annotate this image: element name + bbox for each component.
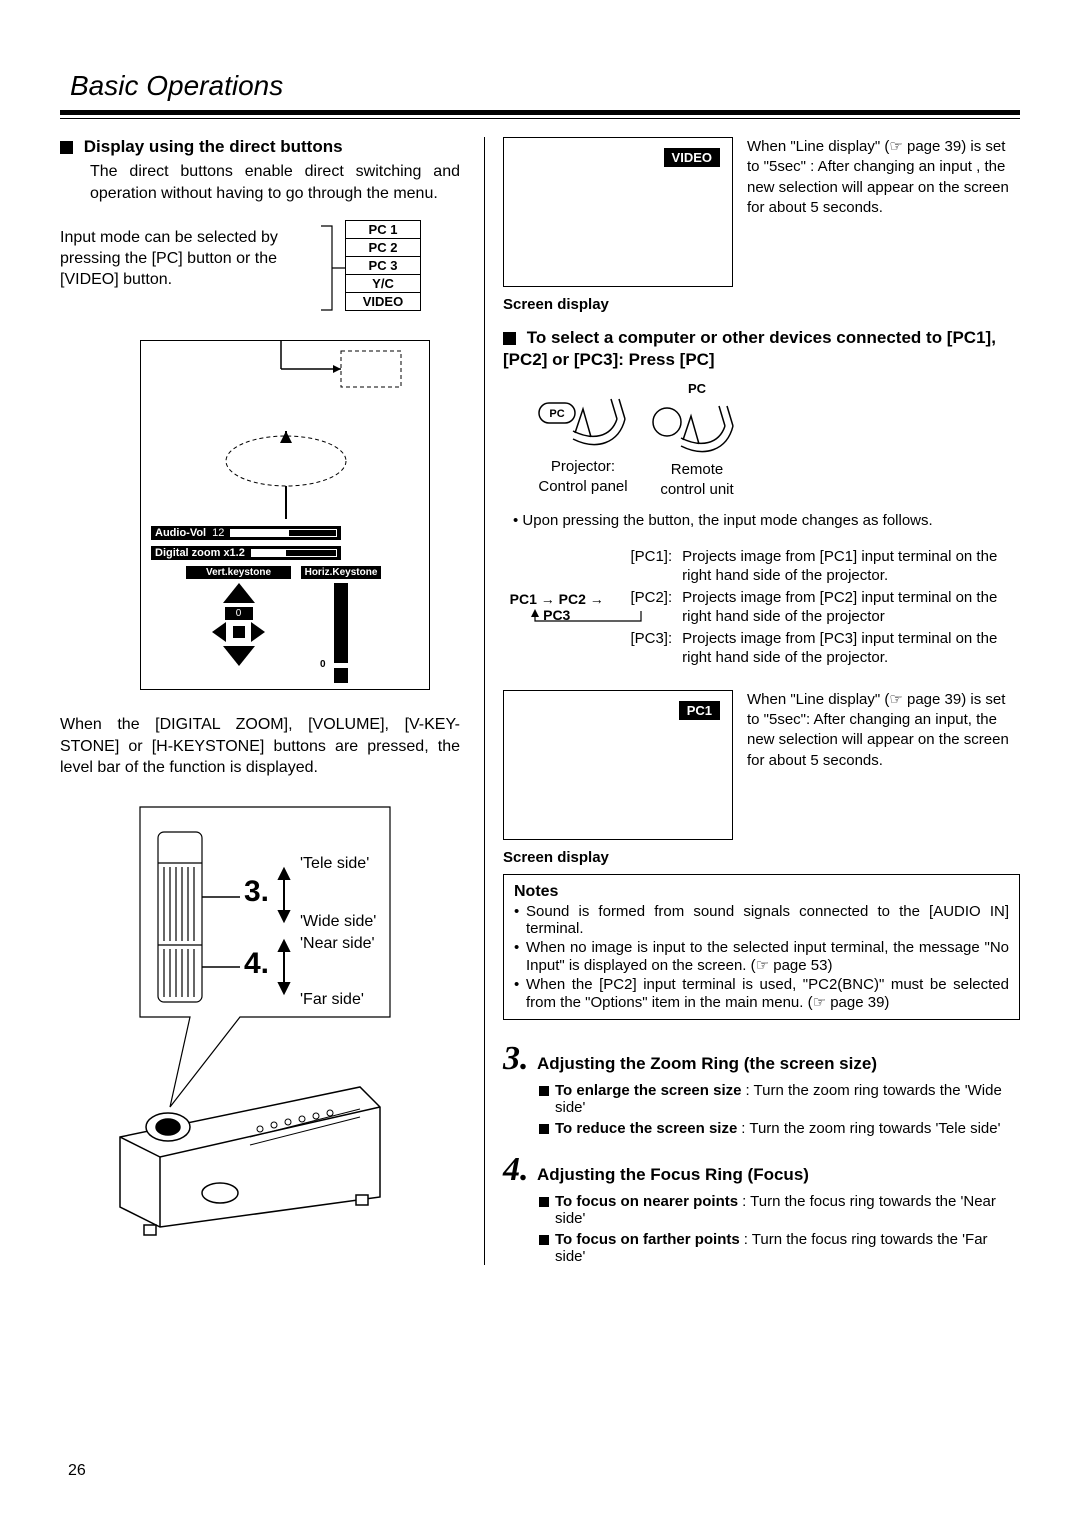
horiz-keystone-block: Horiz.Keystone 0 xyxy=(301,566,381,687)
dzoom-label: Digital zoom x1.2 xyxy=(155,547,245,559)
arrow-down-icon xyxy=(223,646,255,666)
notes-heading: Notes xyxy=(514,883,1009,901)
horiz-slider: 0 xyxy=(334,583,348,683)
step4-b2-lead: To focus on farther points xyxy=(555,1231,740,1248)
note-item: When no image is input to the selected i… xyxy=(514,939,1009,974)
table-row: [PC2]:Projects image from [PC2] input te… xyxy=(626,588,1018,627)
stop-square-icon xyxy=(233,626,245,638)
menu-item: PC 3 xyxy=(346,257,420,275)
vertk-label: Vert.keystone xyxy=(186,566,291,579)
lens-svg xyxy=(60,797,460,1237)
bullet-square-icon xyxy=(539,1197,549,1207)
menu-item: PC 2 xyxy=(346,239,420,257)
svg-text:PC: PC xyxy=(549,408,564,420)
digital-zoom-readout: Digital zoom x1.2 xyxy=(151,546,341,560)
step4-b1-lead: To focus on nearer points xyxy=(555,1193,738,1210)
audio-vol-value: 12 xyxy=(212,527,224,539)
vertk-zero: 0 xyxy=(225,607,253,620)
select-heading-text: To select a computer or other devices co… xyxy=(503,328,996,369)
bullet-square-icon xyxy=(60,141,73,154)
step4-title: Adjusting the Focus Ring (Focus) xyxy=(537,1165,809,1184)
menu-item: VIDEO xyxy=(346,293,420,310)
bracket-line xyxy=(320,220,350,320)
sequence-return-arrow xyxy=(503,609,663,633)
direct-buttons-heading: Display using the direct buttons xyxy=(60,137,460,157)
top-note-text: When "Line display" (☞ page 39) is set t… xyxy=(747,137,1020,218)
lens-wide: 'Wide side' xyxy=(300,913,376,931)
lens-near: 'Near side' xyxy=(300,935,375,953)
pc-button-diagrams: PC Projector: Control panel PC xyxy=(533,381,1020,501)
video-badge: VIDEO xyxy=(664,148,720,167)
step3-b2-rest: : Turn the zoom ring towards 'Tele side' xyxy=(741,1120,1000,1137)
note-item: When the [PC2] input terminal is used, "… xyxy=(514,976,1009,1011)
lens-far: 'Far side' xyxy=(300,991,364,1009)
step3-b1-lead: To enlarge the screen size xyxy=(555,1082,741,1099)
input-menu: PC 1 PC 2 PC 3 Y/C VIDEO xyxy=(345,220,421,311)
arrow-right-icon xyxy=(251,622,265,642)
bullet-square-icon xyxy=(539,1086,549,1096)
right-column: VIDEO Screen display When "Line display"… xyxy=(484,137,1020,1265)
screen-display-label2: Screen display xyxy=(503,849,733,866)
bottom-screen-row: PC1 Screen display When "Line display" (… xyxy=(503,690,1020,866)
pc-description-table: [PC1]:Projects image from [PC1] input te… xyxy=(624,545,1020,670)
arrow-left-icon xyxy=(212,622,226,642)
bullet-square-icon xyxy=(539,1235,549,1245)
step4-num: 4. xyxy=(503,1151,529,1189)
projector-label1: Projector: xyxy=(533,457,633,477)
bullet-square-icon xyxy=(503,332,516,345)
screen-display-video: VIDEO xyxy=(503,137,733,287)
projector-pc-button-icon: PC xyxy=(533,381,633,457)
step3-title: Adjusting the Zoom Ring (the screen size… xyxy=(537,1054,877,1073)
lens-tele: 'Tele side' xyxy=(300,855,369,873)
horizk-zero: 0 xyxy=(320,659,326,670)
menu-item: PC 1 xyxy=(346,221,420,239)
step-4: 4. Adjusting the Focus Ring (Focus) To f… xyxy=(503,1151,1020,1265)
lens-step4-num: 4. xyxy=(244,947,269,981)
screen-display-label: Screen display xyxy=(503,296,733,313)
bullet-square-icon xyxy=(539,1124,549,1134)
arrow-row xyxy=(186,622,291,642)
menu-item: Y/C xyxy=(346,275,420,293)
step-3: 3. Adjusting the Zoom Ring (the screen s… xyxy=(503,1040,1020,1137)
top-screen-row: VIDEO Screen display When "Line display"… xyxy=(503,137,1020,313)
left-diagram-1: Input mode can be selected by pressing t… xyxy=(60,220,460,700)
remote-pc-button-icon xyxy=(647,396,747,460)
arrow-up-icon xyxy=(223,583,255,603)
projector-screen-box: Audio-Vol 12 Digital zoom x1.2 Vert.keys… xyxy=(140,340,430,690)
audio-vol-label: Audio-Vol xyxy=(155,527,206,539)
vert-keystone-block: Vert.keystone 0 xyxy=(186,566,291,670)
horizk-label: Horiz.Keystone xyxy=(301,566,381,579)
input-mode-text: Input mode can be selected by pressing t… xyxy=(60,228,320,290)
bottom-note-text: When "Line display" (☞ page 39) is set t… xyxy=(747,690,1020,771)
projector-label2: Control panel xyxy=(533,477,633,497)
ellipse-arrow xyxy=(141,391,429,531)
lens-step3-num: 3. xyxy=(244,875,269,909)
pc1-badge: PC1 xyxy=(679,701,720,720)
lens-diagram: 3. 4. 'Tele side' 'Wide side' 'Near side… xyxy=(60,797,460,1237)
pc-sequence-row: PC1 → PC2 → PC3 [PC1]:Projects image fro… xyxy=(503,545,1020,670)
table-row: [PC1]:Projects image from [PC1] input te… xyxy=(626,547,1018,586)
select-pc-heading: To select a computer or other devices co… xyxy=(503,327,1020,371)
left-column: Display using the direct buttons The dir… xyxy=(60,137,460,1265)
direct-body-text: The direct buttons enable direct switchi… xyxy=(90,161,460,204)
remote-label2: control unit xyxy=(647,480,747,500)
levelbar-text: When the [DIGITAL ZOOM], [VOLUME], [V-KE… xyxy=(60,714,460,779)
upon-pressing-text: • Upon pressing the button, the input mo… xyxy=(503,511,1020,531)
remote-label1: Remote xyxy=(647,460,747,480)
direct-heading-text: Display using the direct buttons xyxy=(84,137,343,156)
audio-volume-readout: Audio-Vol 12 xyxy=(151,526,341,540)
title-rule xyxy=(60,110,1020,119)
pc-label: PC xyxy=(647,381,747,396)
notes-box: Notes Sound is formed from sound signals… xyxy=(503,874,1020,1020)
note-item: Sound is formed from sound signals conne… xyxy=(514,903,1009,937)
page-title: Basic Operations xyxy=(60,70,1020,102)
step3-b2-lead: To reduce the screen size xyxy=(555,1120,737,1137)
step3-num: 3. xyxy=(503,1040,529,1078)
screen-display-pc1: PC1 xyxy=(503,690,733,840)
table-row: [PC3]:Projects image from [PC3] input te… xyxy=(626,629,1018,668)
page-number: 26 xyxy=(68,1462,86,1480)
